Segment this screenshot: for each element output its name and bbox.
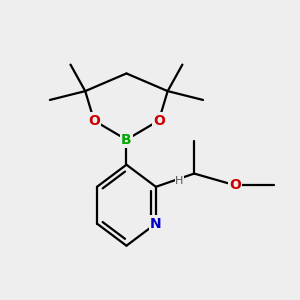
- Text: O: O: [88, 114, 100, 128]
- Text: N: N: [150, 217, 162, 231]
- Text: B: B: [121, 133, 132, 147]
- Text: O: O: [153, 114, 165, 128]
- Text: H: H: [175, 176, 184, 186]
- Text: O: O: [230, 178, 241, 192]
